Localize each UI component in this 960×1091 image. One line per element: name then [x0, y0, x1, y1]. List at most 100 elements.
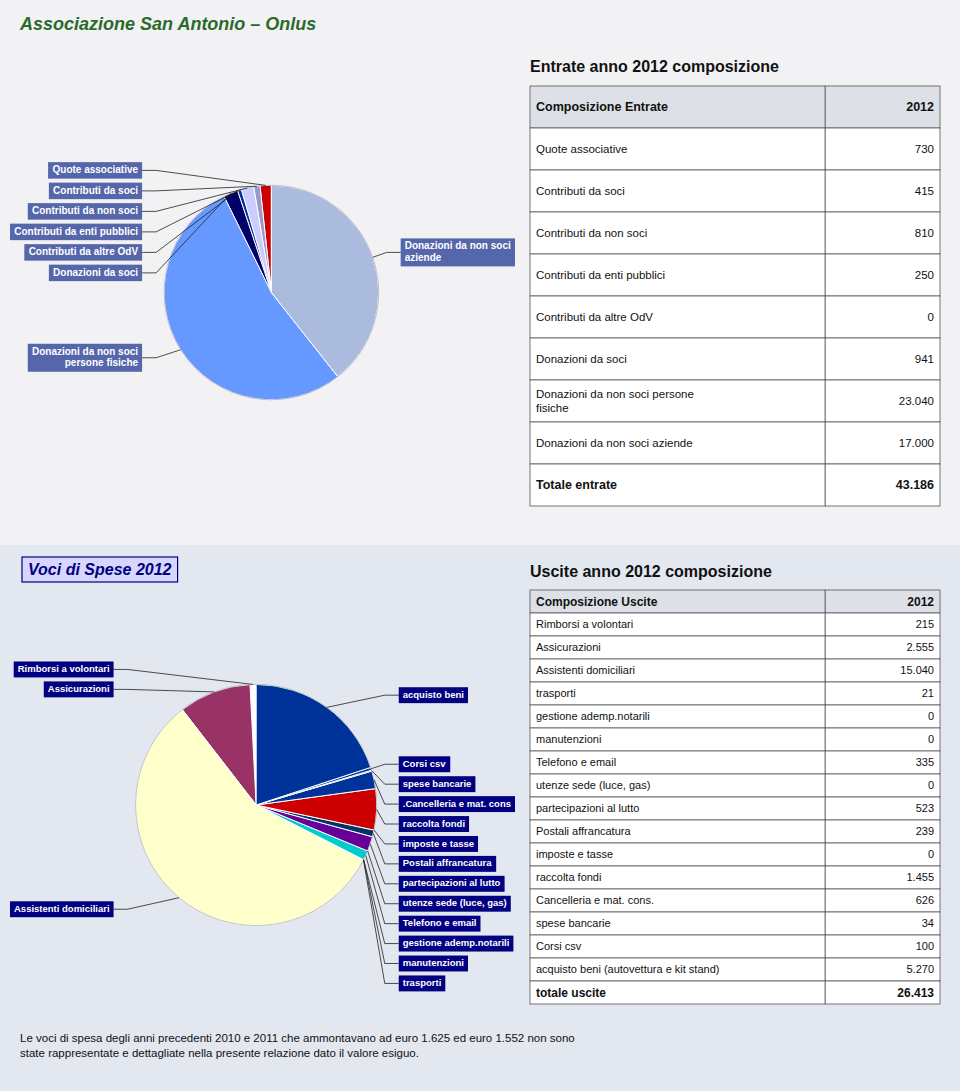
table-cell [825, 636, 940, 659]
text-line: Contributi da soci [53, 185, 138, 196]
table-text: 415 [915, 185, 934, 197]
label-box [49, 183, 142, 200]
table-text: 215 [916, 618, 934, 630]
table-text: imposte e tasse [536, 848, 613, 860]
table-cell [825, 981, 940, 1004]
label-box [399, 816, 469, 832]
slice-label: Donazioni da non socipersone fisiche [32, 346, 139, 369]
table-text: Donazioni da soci [536, 353, 627, 365]
label-box [14, 661, 114, 677]
leader-line [372, 771, 399, 785]
table-cell [825, 774, 940, 797]
text-line: 21 [922, 687, 934, 699]
pie-outline [136, 684, 377, 925]
text-line: totale uscite [536, 986, 606, 1000]
leader-line [373, 252, 401, 257]
slice-label: partecipazioni al lutto [403, 877, 501, 888]
text-line: 0 [928, 779, 934, 791]
slice-label: .Cancelleria e mat. cons [403, 798, 511, 809]
text-line: 215 [916, 618, 934, 630]
text-line: Donazioni da non soci [32, 346, 138, 357]
table-text: manutenzioni [536, 733, 601, 745]
text-line: gestione ademp.notarili [403, 937, 510, 948]
table-text: Contributi da altre OdV [536, 311, 653, 323]
text-line: Telefono e email [536, 756, 616, 768]
label-box [399, 975, 446, 991]
pie-outline [164, 185, 379, 400]
table-cell [825, 380, 940, 422]
table-text: raccolta fondi [536, 871, 601, 883]
text-line: partecipazioni al lutto [403, 877, 501, 888]
text-line: Donazioni da non soci persone [536, 388, 694, 400]
slice-label: Contributi da soci [53, 185, 138, 196]
text-line: 2.555 [906, 641, 934, 653]
table-text: Assicurazioni [536, 641, 601, 653]
table: Composizione Entrate2012Quote associativ… [530, 86, 940, 506]
pie-slice [271, 185, 378, 376]
text-line: Quote associative [53, 164, 139, 175]
table-cell [825, 935, 940, 958]
slice-label: Quote associative [53, 164, 139, 175]
leader-line [373, 833, 398, 863]
table-text: utenze sede (luce, gas) [536, 779, 650, 791]
table-text: acquisto beni (autovettura e kit stand) [536, 963, 719, 975]
text-line: 15.040 [900, 664, 934, 676]
slice-label: Corsi csv [403, 758, 446, 769]
chart-title: Uscite anno 2012 composizione [530, 563, 772, 580]
table-cell [530, 170, 825, 212]
label-box [399, 687, 468, 703]
table-text: 1.455 [906, 871, 934, 883]
slice-label: Donazioni da non sociaziende [405, 240, 511, 263]
table-cell [530, 866, 825, 889]
table-text: 250 [915, 269, 934, 281]
table-cell [530, 889, 825, 912]
text-line: Totale entrate [536, 478, 617, 492]
table-text: totale uscite [536, 986, 606, 1000]
table-cell [825, 889, 940, 912]
table-text: 21 [922, 687, 934, 699]
table-text: 0 [928, 733, 934, 745]
table-text: 335 [916, 756, 934, 768]
slice-label: utenze sede (luce, gas) [403, 897, 507, 908]
table-cell [825, 751, 940, 774]
slice-label: Assistenti domiciliari [14, 903, 110, 914]
text-line: acquisto beni (autovettura e kit stand) [536, 963, 719, 975]
table-cell [530, 296, 825, 338]
leader-line [327, 695, 399, 707]
table-cell [825, 128, 940, 170]
table-cell [825, 212, 940, 254]
top-section-background [0, 0, 960, 545]
table-text: trasporti [536, 687, 576, 699]
leader-line [368, 851, 399, 904]
text-line: Assistenti domiciliari [536, 664, 635, 676]
leader-line [370, 844, 398, 884]
table-cell [530, 590, 825, 613]
label-box [49, 265, 142, 282]
text-line: Assicurazioni [48, 683, 110, 694]
text-line: 0 [928, 848, 934, 860]
text-line: 0 [928, 311, 934, 323]
table-cell [530, 86, 825, 128]
text-line: manutenzioni [403, 957, 464, 968]
label-box [399, 896, 511, 912]
text-line: trasporti [536, 687, 576, 699]
table-text: 2012 [906, 100, 934, 114]
table-text: Composizione Entrate [536, 100, 668, 114]
table-cell [825, 422, 940, 464]
subtitle-box [22, 557, 178, 582]
table-cell [530, 464, 825, 506]
pie-slices [136, 684, 377, 925]
leader-line [363, 860, 398, 983]
slice-label: gestione ademp.notarili [403, 937, 510, 948]
page-title: Associazione San Antonio – Onlus [19, 14, 316, 34]
slice-label: Telefono e email [403, 917, 477, 928]
text-line: Contributi da non soci [536, 227, 647, 239]
table-text: 730 [915, 143, 934, 155]
leader-line [366, 855, 399, 923]
table-text: Telefono e email [536, 756, 616, 768]
table-cell [530, 843, 825, 866]
text-line: Telefono e email [403, 917, 477, 928]
table-text: 43.186 [896, 478, 934, 492]
text-line: Contributi da altre OdV [536, 311, 653, 323]
pie-slice [256, 684, 371, 805]
